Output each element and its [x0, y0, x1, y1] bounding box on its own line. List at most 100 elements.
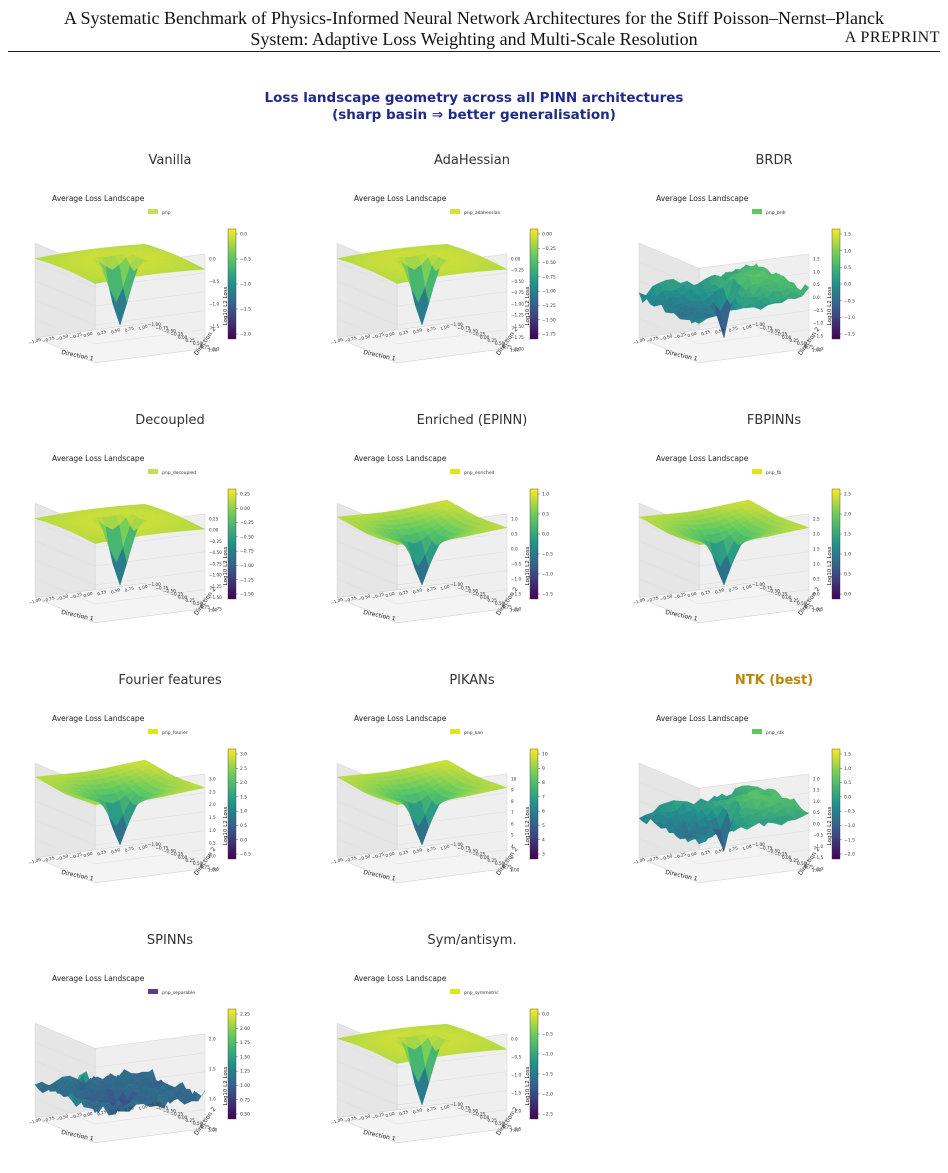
z-tick-label: 2.0 — [209, 1036, 216, 1041]
z-tick-label: 0.00 — [511, 256, 521, 261]
subplot-title: Average Loss Landscape — [354, 974, 447, 983]
subplot-title: Average Loss Landscape — [656, 194, 749, 203]
y-tick-label: −1.00 — [450, 842, 463, 847]
colorbar-tick-label: −0.5 — [844, 298, 855, 304]
colorbar-tick-label: 4 — [542, 837, 545, 843]
z-tick-label: −0.5 — [209, 279, 220, 284]
surface-plot-svg: Average Loss Landscapepnp_kan1098765432L… — [322, 703, 622, 913]
colorbar-tick-label: −1.50 — [542, 317, 556, 323]
colorbar-tick-label: −1.5 — [542, 1072, 553, 1078]
colorbar-tick-label: −0.5 — [542, 552, 553, 558]
x-tick-label: −1.00 — [632, 337, 646, 346]
colorbar-tick-label: −1.25 — [542, 303, 556, 309]
colorbar-tick-label: 2.0 — [240, 780, 247, 786]
legend-swatch — [450, 209, 460, 214]
z-tick-label: 3.0 — [209, 776, 216, 781]
colorbar-tick-label: −2.0 — [240, 332, 251, 338]
x-tick-label: −1.00 — [28, 857, 42, 866]
z-tick-label: 2.0 — [813, 776, 820, 781]
colorbar-tick-label: −0.50 — [542, 260, 556, 266]
surface-plot-svg: Average Loss Landscapepnp_ntk2.01.51.00.… — [624, 703, 924, 913]
z-tick-label: 0.5 — [209, 841, 216, 846]
colorbar-tick-label: 3.0 — [240, 752, 247, 758]
z-tick-label: −0.50 — [511, 279, 524, 284]
colorbar-tick-label: 1.5 — [844, 232, 851, 238]
x-tick-label: −1.00 — [28, 597, 42, 606]
panel-title: Decoupled — [20, 413, 320, 428]
z-tick-label: 2.5 — [209, 789, 216, 794]
colorbar-tick-label: 0.25 — [240, 492, 250, 498]
colorbar-tick-label: 5 — [542, 823, 545, 829]
colorbar-tick-label: −1.50 — [240, 592, 254, 598]
legend-label: pnp_symmetric — [464, 990, 499, 996]
colorbar-tick-label: 0.5 — [844, 572, 851, 578]
colorbar-tick-label: 0.0 — [844, 592, 851, 598]
colorbar-tick-label: 8 — [542, 780, 545, 786]
z-tick-label: 0.0 — [209, 256, 216, 261]
colorbar-tick-label: 1.0 — [844, 766, 851, 772]
z-tick-label: 2.0 — [209, 802, 216, 807]
z-tick-label: 1.5 — [813, 546, 820, 551]
colorbar — [228, 229, 236, 339]
colorbar-tick-label: 0.50 — [240, 1112, 250, 1118]
colorbar-tick-label: 0.5 — [844, 780, 851, 786]
colorbar-tick-label: −0.5 — [844, 809, 855, 815]
subplot-title: Average Loss Landscape — [52, 194, 145, 203]
legend-swatch — [450, 989, 460, 994]
colorbar-tick-label: −1.00 — [240, 563, 254, 569]
colorbar-tick-label: −0.75 — [240, 549, 254, 555]
surface-plot-svg: Average Loss Landscapepnp_separable2.01.… — [20, 963, 320, 1173]
colorbar — [832, 489, 840, 599]
panel-title: FBPINNs — [624, 413, 924, 428]
z-tick-label: 0.5 — [813, 576, 820, 581]
colorbar-tick-label: −1.5 — [844, 332, 855, 338]
paper-title-line2: System: Adaptive Loss Weighting and Mult… — [0, 29, 948, 50]
z-tick-label: −0.5 — [813, 308, 824, 313]
colorbar-tick-label: 0.0 — [240, 837, 247, 843]
z-tick-label: −0.5 — [511, 1054, 522, 1059]
colorbar — [530, 1009, 538, 1119]
colorbar-tick-label: 0.00 — [240, 506, 250, 512]
z-tick-label: 9 — [511, 788, 514, 793]
surface-plot-svg: Average Loss Landscapepnp0.0−0.5−1.0−1.5… — [20, 183, 320, 393]
colorbar-tick-label: 2.5 — [240, 766, 247, 772]
colorbar-tick-label: 1.5 — [844, 532, 851, 538]
panel-title: AdaHessian — [322, 153, 622, 168]
colorbar-tick-label: −0.75 — [542, 274, 556, 280]
z-tick-label: 1.0 — [813, 561, 820, 566]
colorbar-tick-label: 1.75 — [240, 1040, 250, 1046]
figure-title-line1: Loss landscape geometry across all PINN … — [0, 90, 948, 106]
z-tick-label: 1.5 — [813, 256, 820, 261]
panel-title: Enriched (EPINN) — [322, 413, 622, 428]
colorbar-tick-label: 0.00 — [542, 232, 552, 238]
legend-label: pnp_fb — [766, 470, 781, 476]
z-tick-label: 0.0 — [813, 821, 820, 826]
surface-plot-svg: Average Loss Landscapepnp_fb2.52.01.51.0… — [624, 443, 924, 653]
x-tick-label: −1.00 — [28, 1117, 42, 1126]
colorbar-tick-label: 1.00 — [240, 1083, 250, 1089]
z-tick-label: −1.25 — [511, 313, 524, 318]
colorbar — [530, 749, 538, 859]
subplot-title: Average Loss Landscape — [656, 714, 749, 723]
page-header: A Systematic Benchmark of Physics-Inform… — [0, 0, 948, 50]
legend-swatch — [148, 989, 158, 994]
z-tick-label: −0.75 — [209, 561, 222, 566]
legend-label: pnp_enriched — [464, 470, 495, 476]
legend-label: pnp_decoupled — [162, 470, 196, 476]
z-tick-label: 1.0 — [511, 516, 518, 521]
y-tick-label: −1.00 — [148, 1102, 161, 1107]
colorbar — [228, 1009, 236, 1119]
panel-title: Vanilla — [20, 153, 320, 168]
preprint-tag: A PREPRINT — [845, 29, 940, 47]
surface-plot-svg: Average Loss Landscapepnp_brdr1.51.00.50… — [624, 183, 924, 393]
colorbar-tick-label: −1.00 — [542, 289, 556, 295]
colorbar-tick-label: −2.0 — [844, 852, 855, 858]
y-tick-label: −1.00 — [450, 1102, 463, 1107]
